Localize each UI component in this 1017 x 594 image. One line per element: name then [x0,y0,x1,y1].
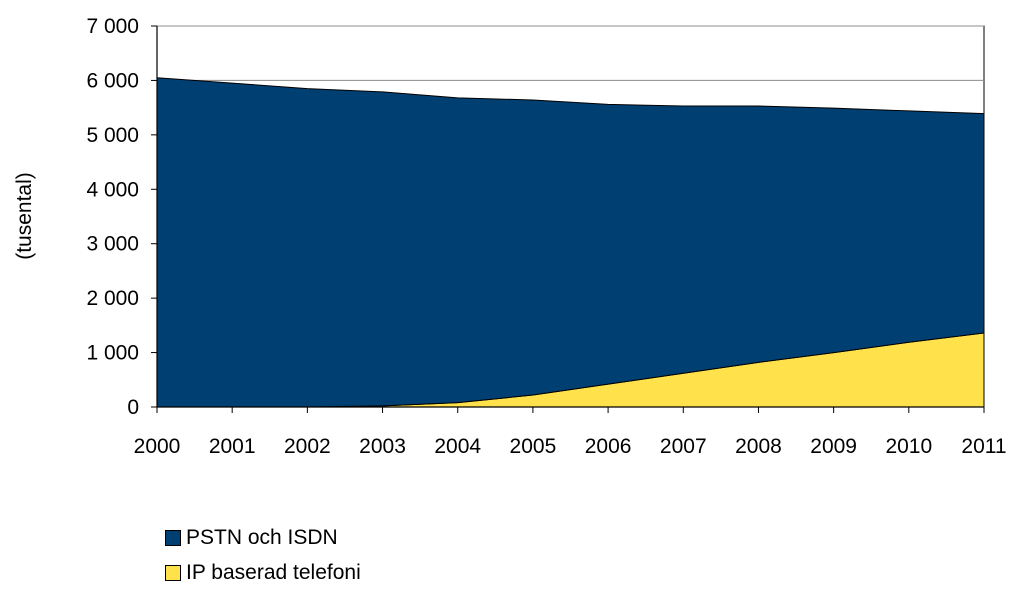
y-tick-label: 3 000 [86,233,139,256]
x-tick-label: 2004 [434,435,481,458]
area-chart: 0 1 000 2 000 3 000 4 000 5 000 6 000 7 000 200… [13,15,1007,458]
x-tick-label: 2002 [284,435,331,458]
x-tick-label: 2006 [585,435,632,458]
y-tick-label: 1 000 [86,342,139,365]
series-areas [156,77,985,408]
x-tick-label: 2008 [735,435,782,458]
x-tick-label: 2001 [209,435,256,458]
x-tick-label: 2011 [961,435,1006,458]
legend-item-pstn: PSTN och ISDN [165,524,361,552]
x-tick-label: 2000 [134,435,181,458]
legend-label-pstn: PSTN och ISDN [186,526,338,549]
area-pstn-och-isdn [156,77,985,408]
y-tick-label: 6 000 [86,69,139,92]
y-tick-label: 4 000 [86,178,139,201]
x-tick-label: 2003 [359,435,406,458]
legend-swatch-pstn [165,530,181,546]
y-tick-label: 2 000 [86,287,139,310]
y-tick-labels: 0 1 000 2 000 3 000 4 000 5 000 6 000 7 000 [86,15,139,419]
y-tick-label: 7 000 [86,15,139,38]
x-tick-label: 2010 [885,435,932,458]
axes [151,25,985,413]
x-tick-labels: 2000 2001 2002 2003 2004 2005 2006 2007 2008 2009… [134,435,1007,458]
x-tick-label: 2007 [660,435,707,458]
legend-label-ip: IP baserad telefoni [186,561,361,584]
y-tick-label: 0 [127,396,139,419]
y-axis-label: (tusental) [13,172,36,260]
legend: PSTN och ISDN IP baserad telefoni [165,524,361,594]
x-tick-label: 2005 [510,435,557,458]
legend-swatch-ip [165,565,181,581]
legend-item-ip: IP baserad telefoni [165,559,361,587]
y-tick-label: 5 000 [86,124,139,147]
x-tick-label: 2009 [810,435,857,458]
